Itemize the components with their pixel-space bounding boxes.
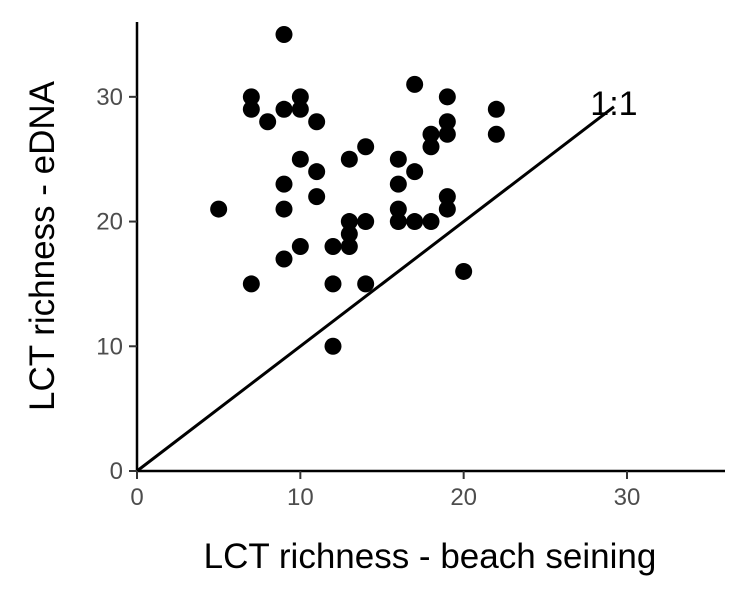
data-point (242, 100, 260, 118)
data-point (275, 100, 293, 118)
data-point (438, 88, 456, 106)
x-tick-label: 30 (614, 484, 641, 511)
data-point (308, 188, 326, 206)
y-tick-label: 10 (96, 333, 123, 360)
y-axis-ticks: 0 10 20 30 (96, 84, 137, 485)
y-axis-title: LCT richness - eDNA (23, 80, 62, 411)
data-point (487, 100, 505, 118)
data-point (438, 113, 456, 131)
data-point (340, 238, 358, 255)
y-tick-label: 0 (110, 458, 123, 485)
data-point (406, 163, 424, 181)
data-points (210, 25, 505, 355)
data-point (422, 213, 440, 231)
data-point (291, 88, 309, 106)
data-point (340, 213, 358, 231)
data-point (357, 138, 375, 156)
x-axis-title: LCT richness - beach seining (204, 537, 657, 576)
data-point (389, 175, 407, 193)
x-tick-label: 0 (130, 484, 143, 511)
data-point (340, 225, 358, 243)
data-point (357, 275, 375, 293)
data-point (308, 113, 326, 131)
data-point (308, 163, 326, 181)
data-point (275, 200, 293, 218)
data-point (438, 125, 456, 143)
data-point (422, 138, 440, 156)
x-tick-label: 20 (450, 484, 477, 511)
data-point (389, 213, 407, 231)
data-point (324, 275, 342, 293)
data-point (275, 25, 293, 43)
reference-line-group: 1:1 (136, 85, 638, 473)
data-point (275, 250, 293, 268)
data-point (487, 125, 505, 143)
data-point (291, 100, 309, 118)
data-point (438, 200, 456, 218)
data-point (389, 200, 407, 218)
data-point (242, 88, 260, 106)
data-point (242, 275, 260, 293)
data-point (438, 188, 456, 206)
data-point (291, 150, 309, 168)
one-to-one-line (136, 105, 615, 473)
data-point (389, 150, 407, 168)
data-point (406, 213, 424, 231)
x-axis-ticks: 0 10 20 30 (130, 471, 640, 511)
x-tick-label: 10 (287, 484, 314, 511)
data-point (324, 238, 342, 255)
data-point (324, 337, 342, 355)
y-tick-label: 20 (96, 209, 123, 236)
data-point (422, 125, 440, 143)
data-point (291, 238, 309, 255)
data-point (259, 113, 277, 131)
data-point (406, 75, 424, 93)
y-tick-label: 30 (96, 84, 123, 111)
data-point (210, 200, 228, 218)
data-point (275, 175, 293, 193)
one-to-one-label: 1:1 (590, 85, 637, 123)
data-point (455, 262, 473, 280)
data-point (340, 150, 358, 168)
data-point (357, 213, 375, 231)
